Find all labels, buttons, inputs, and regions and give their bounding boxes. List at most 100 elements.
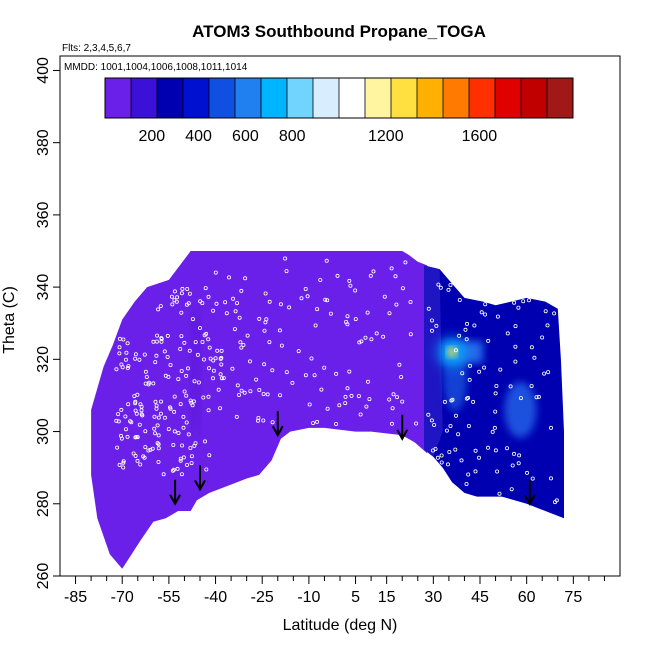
x-tick-label: 30 <box>424 589 442 606</box>
sample-point <box>189 461 194 466</box>
sample-point <box>241 342 246 347</box>
sample-point <box>399 374 404 379</box>
sample-point <box>180 286 185 291</box>
sample-point <box>181 455 186 460</box>
sample-point <box>200 339 205 344</box>
sample-point <box>152 431 157 436</box>
sample-point <box>318 277 323 282</box>
sample-point <box>382 294 387 299</box>
y-axis-label: Theta (C) <box>1 286 18 354</box>
sample-point <box>144 374 149 379</box>
sample-point <box>516 461 521 466</box>
sample-point <box>464 337 469 342</box>
sample-point <box>114 367 119 372</box>
sample-point <box>190 403 195 408</box>
sample-point <box>115 445 120 450</box>
sample-point <box>245 333 250 338</box>
sample-point <box>356 394 361 399</box>
sample-point <box>368 273 373 278</box>
sample-point <box>453 413 458 418</box>
sample-point <box>134 434 139 439</box>
sample-point <box>508 384 513 389</box>
sample-point <box>133 453 138 458</box>
sample-point <box>529 383 534 388</box>
sample-point <box>397 362 402 367</box>
sample-point <box>116 419 121 424</box>
sample-point <box>143 369 148 374</box>
y-tick-label: 400 <box>35 57 52 84</box>
sample-point <box>307 402 312 407</box>
sample-point <box>347 278 352 283</box>
sample-point <box>435 455 440 460</box>
sample-point <box>453 447 458 452</box>
sample-point <box>267 340 272 345</box>
sample-point <box>534 395 539 400</box>
sample-point <box>236 392 241 397</box>
sample-point <box>429 328 434 333</box>
sample-point <box>156 459 161 464</box>
sample-point <box>497 491 502 496</box>
sample-point <box>119 436 124 441</box>
sample-point <box>439 453 444 458</box>
sample-point <box>371 269 376 274</box>
sample-point <box>278 302 283 307</box>
sample-point <box>347 369 352 374</box>
sample-point <box>476 455 481 460</box>
sample-point <box>142 352 147 357</box>
sample-point <box>172 289 177 294</box>
sample-point <box>175 295 180 300</box>
sample-point <box>243 276 248 281</box>
sample-point <box>403 260 408 265</box>
colorbar-tick-label: 600 <box>232 128 259 145</box>
sample-point <box>445 462 450 467</box>
y-tick-label: 340 <box>35 274 52 301</box>
sample-point <box>158 399 163 404</box>
sample-point <box>168 362 173 367</box>
x-tick-label: 45 <box>471 589 489 606</box>
x-tick-label: 5 <box>351 589 360 606</box>
sample-point <box>348 283 353 288</box>
sample-point <box>344 319 349 324</box>
sample-point <box>206 337 211 342</box>
sample-point <box>206 294 211 299</box>
sample-point <box>324 258 329 263</box>
sample-point <box>219 362 224 367</box>
sample-point <box>414 421 419 426</box>
sample-point <box>187 291 192 296</box>
sample-point <box>206 394 211 399</box>
sample-point <box>211 368 216 373</box>
sample-point <box>543 309 548 314</box>
sample-point <box>141 454 146 459</box>
sample-points <box>114 255 559 505</box>
sample-point <box>400 399 405 404</box>
x-tick-label: -70 <box>111 589 134 606</box>
colorbar-swatch <box>469 78 496 118</box>
sample-point <box>554 498 559 503</box>
sample-point <box>446 287 451 292</box>
sample-point <box>178 458 183 463</box>
sample-point <box>448 282 453 287</box>
sample-point <box>343 394 348 399</box>
sample-point <box>328 311 333 316</box>
sample-point <box>168 406 173 411</box>
sample-point <box>334 421 339 426</box>
colorbar-tick-label: 1600 <box>462 128 498 145</box>
sample-point <box>201 395 206 400</box>
sample-point <box>442 399 447 404</box>
colorbar: 200 400 600 800 1200 1600 <box>104 77 574 145</box>
sample-point <box>156 442 161 447</box>
sample-point <box>156 433 161 438</box>
x-tick-label: 15 <box>378 589 396 606</box>
profile-arrows <box>169 411 536 506</box>
sample-point <box>325 298 330 303</box>
sample-point <box>309 356 314 361</box>
sample-point <box>483 312 488 317</box>
sample-point <box>170 302 175 307</box>
sample-point <box>219 348 224 353</box>
sample-point <box>433 446 438 451</box>
sample-point <box>218 372 223 377</box>
sample-point <box>146 382 151 387</box>
sample-point <box>159 339 164 344</box>
sample-point <box>313 323 318 328</box>
sample-point <box>323 297 328 302</box>
